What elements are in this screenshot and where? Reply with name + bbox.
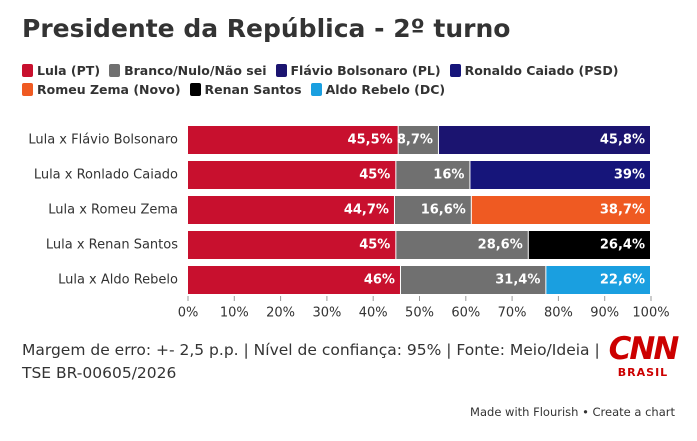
legend-swatch: [22, 83, 33, 96]
category-label: Lula x Romeu Zema: [48, 203, 178, 218]
legend-item: Flávio Bolsonaro (PL): [275, 63, 441, 78]
legend-label: Flávio Bolsonaro (PL): [290, 63, 441, 78]
bar-segment: [528, 231, 650, 259]
legend-label: Branco/Nulo/Não sei: [124, 63, 267, 78]
bar-segment: [398, 126, 438, 154]
legend-label: Lula (PT): [37, 63, 101, 78]
x-tick-label: 0%: [178, 306, 199, 321]
bar-segment: [438, 126, 650, 154]
category-label: Lula x Renan Santos: [46, 238, 178, 253]
value-label: 22,6%: [600, 273, 645, 288]
value-label: 45,8%: [600, 133, 645, 148]
logo: CNN BRASIL: [608, 331, 680, 379]
legend-item: Branco/Nulo/Não sei: [109, 63, 267, 78]
x-tick-label: 40%: [359, 306, 388, 321]
x-tick-label: 30%: [312, 306, 341, 321]
bar-segment: [470, 161, 650, 189]
category-label: Lula x Aldo Rebelo: [58, 273, 178, 288]
legend-swatch: [449, 64, 461, 77]
value-label: 16%: [433, 168, 464, 183]
value-label: 38,7%: [600, 203, 645, 218]
legend-label: Renan Santos: [204, 82, 302, 97]
x-tick-label: 90%: [590, 306, 619, 321]
bar-segment: [396, 161, 470, 189]
legend-item: Renan Santos: [189, 82, 302, 97]
value-label: 31,4%: [495, 273, 540, 288]
bar-segment: [396, 231, 528, 259]
value-label: 8,7%: [397, 133, 433, 148]
legend-label: Romeu Zema (Novo): [37, 82, 181, 97]
x-tick-label: 70%: [498, 306, 527, 321]
legend-item: Lula (PT): [22, 63, 100, 78]
x-tick-label: 20%: [266, 306, 295, 321]
bar-segment: [394, 196, 471, 224]
logo-brand: CNN: [608, 331, 680, 367]
bar-segment: [400, 266, 546, 294]
bar-segment: [471, 196, 650, 224]
legend-swatch: [310, 83, 322, 96]
credit[interactable]: Made with Flourish • Create a chart: [470, 405, 675, 419]
legend-swatch: [22, 64, 33, 77]
x-tick-label: 10%: [220, 306, 249, 321]
legend-swatch: [275, 64, 287, 77]
legend-label: Ronaldo Caiado (PSD): [464, 63, 619, 78]
legend-item: Romeu Zema (Novo): [22, 82, 181, 97]
value-label: 46%: [364, 273, 395, 288]
category-label: Lula x Flávio Bolsonaro: [28, 133, 178, 148]
note: Margem de erro: +- 2,5 p.p. | Nível de c…: [22, 341, 600, 382]
bar-segment: [188, 126, 398, 154]
value-label: 26,4%: [600, 238, 645, 253]
bar-segment: [546, 266, 650, 294]
chart-title: Presidente da República - 2º turno: [22, 14, 511, 43]
value-label: 28,6%: [478, 238, 523, 253]
legend-item: Aldo Rebelo (DC): [310, 82, 446, 97]
value-label: 45,5%: [348, 133, 393, 148]
x-tick-label: 50%: [405, 306, 434, 321]
bar-segment: [188, 161, 396, 189]
x-tick-label: 60%: [451, 306, 480, 321]
legend-item: Ronaldo Caiado (PSD): [449, 63, 619, 78]
bar-segment: [188, 231, 396, 259]
x-tick-label: 100%: [632, 306, 669, 321]
bar-segment: [188, 196, 394, 224]
logo-region: BRASIL: [617, 366, 669, 379]
bar-segment: [188, 266, 400, 294]
value-label: 39%: [614, 168, 645, 183]
value-label: 44,7%: [344, 203, 389, 218]
value-label: 16,6%: [421, 203, 466, 218]
legend: Lula (PT) Branco/Nulo/Não sei Flávio Bolso…: [22, 63, 662, 97]
value-label: 45%: [359, 168, 390, 183]
legend-swatch: [189, 83, 201, 96]
x-tick-label: 80%: [544, 306, 573, 321]
value-label: 45%: [359, 238, 390, 253]
category-label: Lula x Ronlado Caiado: [34, 168, 178, 183]
legend-swatch: [109, 64, 121, 77]
legend-label: Aldo Rebelo (DC): [325, 82, 446, 97]
